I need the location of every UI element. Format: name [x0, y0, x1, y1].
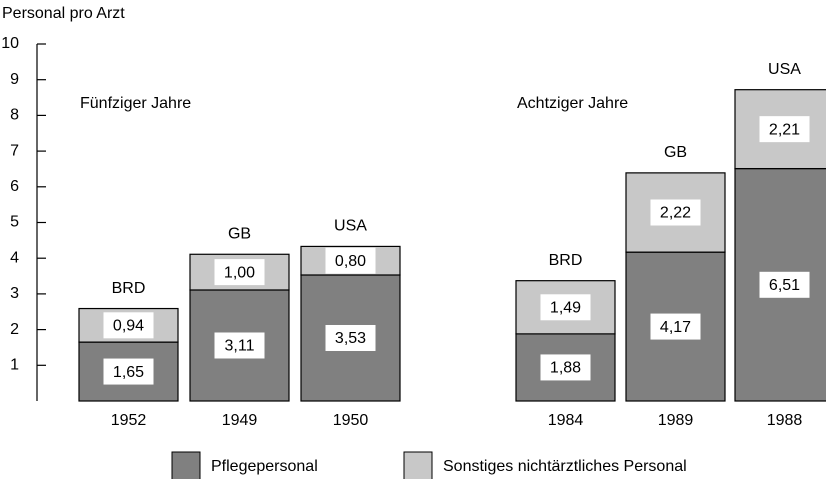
x-tick-label: 1949 [222, 412, 258, 429]
y-axis-label: Personal pro Arzt [2, 5, 125, 22]
group-label: Fünfziger Jahre [80, 95, 191, 112]
x-tick-label: 1989 [658, 412, 694, 429]
country-label: GB [664, 144, 687, 161]
country-label: BRD [112, 280, 146, 297]
y-tick-label: 10 [1, 35, 19, 52]
value-label-box [540, 354, 591, 381]
value-label: 3,53 [335, 330, 366, 347]
country-label: USA [334, 218, 367, 235]
legend-swatch [171, 451, 201, 479]
y-tick-label: 5 [10, 214, 19, 231]
value-label: 4,17 [660, 319, 691, 336]
value-label: 1,49 [550, 300, 581, 317]
y-tick-label: 6 [10, 178, 19, 195]
value-label-box [325, 324, 376, 351]
x-tick-label: 1952 [111, 412, 147, 429]
value-label: 0,80 [335, 253, 366, 270]
y-tick-label: 9 [10, 71, 19, 88]
value-label-box [103, 358, 154, 385]
value-label: 2,22 [660, 205, 691, 222]
value-label-box [650, 313, 701, 340]
value-label-box [650, 199, 701, 226]
y-tick-label: 2 [10, 321, 19, 338]
y-tick-label: 3 [10, 285, 19, 302]
legend-label: Sonstiges nichtärztliches Personal [443, 458, 687, 475]
value-label: 0,94 [113, 318, 144, 335]
value-label: 2,21 [769, 121, 800, 138]
legend-label: Pflegepersonal [211, 458, 318, 475]
value-label-box [325, 247, 376, 274]
y-tick-label: 1 [10, 357, 19, 374]
y-tick-label: 4 [10, 249, 19, 266]
value-label-box [759, 271, 810, 298]
value-label-box [103, 312, 154, 339]
value-label-box [759, 116, 810, 143]
x-tick-label: 1988 [767, 412, 803, 429]
x-tick-label: 1950 [333, 412, 369, 429]
value-label: 1,00 [224, 264, 255, 281]
y-tick-label: 7 [10, 142, 19, 159]
value-label: 1,88 [550, 360, 581, 377]
value-label: 6,51 [769, 277, 800, 294]
legend-swatch [403, 451, 433, 479]
value-label-box [214, 332, 265, 359]
group-label: Achtziger Jahre [517, 95, 628, 112]
y-tick-label: 8 [10, 107, 19, 124]
value-label: 3,11 [225, 338, 255, 355]
country-label: GB [228, 225, 251, 242]
country-label: BRD [549, 252, 583, 269]
value-label: 1,65 [113, 364, 144, 381]
value-label-box [214, 259, 265, 286]
country-label: USA [768, 61, 801, 78]
value-label-box [540, 294, 591, 321]
x-tick-label: 1984 [548, 412, 584, 429]
